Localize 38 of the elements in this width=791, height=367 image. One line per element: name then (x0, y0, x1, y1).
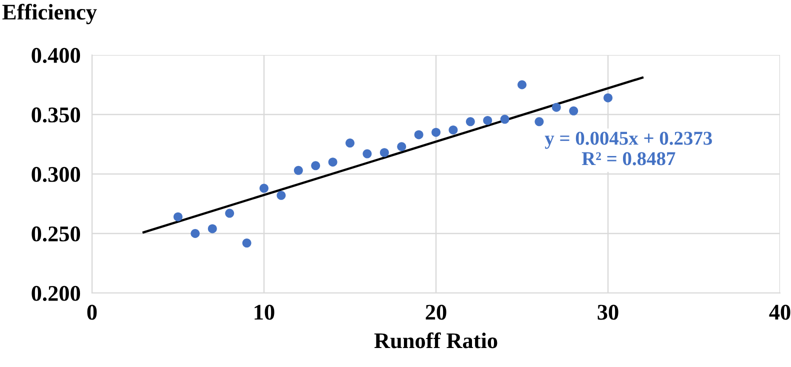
point (346, 138, 354, 148)
y-tick-label: 0.200 (32, 286, 80, 302)
y-tick-label: 0.250 (32, 226, 80, 242)
point (311, 161, 320, 170)
y-tick-label: 0.350 (32, 107, 80, 123)
point (380, 148, 389, 158)
x-tick-label: 20 (426, 304, 446, 320)
y-tick-label: 0.400 (32, 48, 80, 64)
y-tick-label: 0.300 (32, 166, 80, 182)
point (294, 166, 303, 175)
annotation: y = 0.0045x + 0.2373 R² = 0.8487 (544, 132, 712, 166)
x-axis-title: Runoff Ratio (374, 332, 498, 348)
point (174, 212, 182, 222)
point (242, 238, 252, 248)
point (432, 128, 440, 137)
point (552, 102, 561, 112)
point (448, 125, 458, 134)
point (260, 184, 268, 193)
point (397, 142, 406, 152)
point (466, 117, 475, 126)
point (208, 224, 217, 234)
point (414, 130, 424, 140)
point (483, 116, 492, 125)
point (328, 158, 338, 167)
point (276, 190, 286, 200)
x-tick-label: 0 (87, 304, 97, 320)
x-tick-label: 40 (769, 304, 790, 320)
y-axis-title: Efficiency (2, 4, 97, 24)
point (190, 229, 200, 238)
point (500, 114, 510, 124)
point (604, 93, 612, 102)
point (362, 149, 372, 158)
x-tick-label: 10 (254, 304, 274, 320)
point (225, 208, 234, 218)
point (534, 117, 544, 126)
point (518, 80, 526, 90)
x-tick-label: 30 (598, 304, 618, 320)
point (569, 106, 578, 116)
